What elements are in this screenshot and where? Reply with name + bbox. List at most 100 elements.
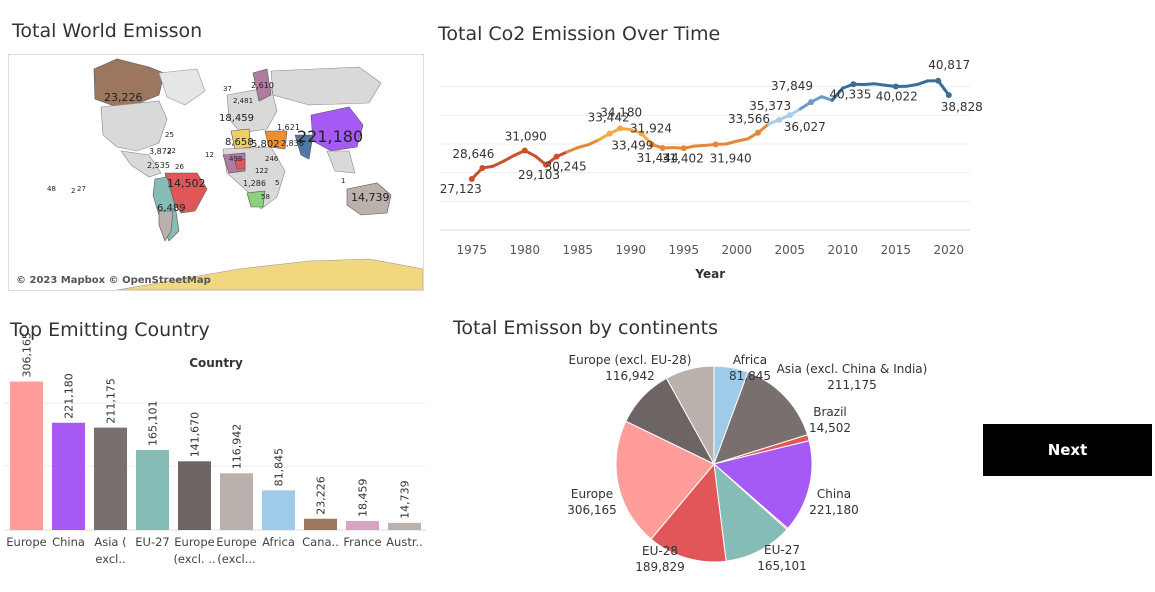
map-label: 2 <box>71 187 76 195</box>
map-region-canada <box>93 58 165 108</box>
map-label: 12 <box>205 151 214 159</box>
map-label: 122 <box>255 167 269 175</box>
bar-category-label: Africa <box>262 535 295 549</box>
bar-value-label: 306,165 <box>21 332 34 378</box>
pie-slice-label: EU-28 <box>642 544 678 558</box>
map-label: 221,180 <box>297 127 364 146</box>
line-data-label: 40,817 <box>928 58 970 72</box>
line-segment <box>862 82 877 87</box>
map-label: 2,836 <box>281 139 304 148</box>
bar-category-label: (excl... <box>217 552 255 566</box>
line-segment <box>915 79 930 87</box>
map-label: 22 <box>167 147 176 155</box>
map-region-australia <box>346 182 392 216</box>
line-data-label: 33,566 <box>728 112 770 126</box>
data-point <box>479 165 486 172</box>
pie-slice-label: Europe (excl. EU-28) <box>569 353 692 367</box>
bar-value-label: 81,845 <box>273 448 286 487</box>
line-data-label: 37,849 <box>771 79 813 93</box>
bar <box>10 381 43 530</box>
line-data-label: 40,022 <box>876 90 918 104</box>
data-point <box>659 144 666 151</box>
bar <box>346 521 379 530</box>
map-region-antarctica <box>116 258 423 290</box>
map-label: 14,739 <box>351 191 390 204</box>
bar-chart: Country 306,165 Europe 221,180 China 211,175 A… <box>4 332 426 566</box>
map-region-france <box>230 128 252 150</box>
map-label: 6,489 <box>157 203 186 214</box>
bar <box>388 522 421 530</box>
line-data-label: 34,180 <box>600 105 642 119</box>
map-label: 48 <box>47 185 56 193</box>
next-button[interactable]: Next <box>983 424 1152 476</box>
map-label: 27 <box>77 185 86 193</box>
map-label: 2,610 <box>251 81 274 90</box>
pie-slice-value: 189,829 <box>635 560 685 574</box>
bar-axis-title: Country <box>189 356 243 370</box>
pie-slice-value: 306,165 <box>567 503 617 517</box>
line-data-label: 31,924 <box>630 122 672 136</box>
bar-category-label: Europe <box>174 535 214 549</box>
map-label: 18,459 <box>219 113 254 124</box>
bar-category-label: excl.. <box>95 552 125 566</box>
x-tick-label: 1995 <box>669 243 700 257</box>
map-region-scandinavia <box>252 68 272 102</box>
bar-value-label: 23,226 <box>315 476 328 515</box>
bar-category-label: Europe <box>6 535 46 549</box>
x-tick-label: 1985 <box>563 243 594 257</box>
pie-slice-value: 14,502 <box>809 421 851 435</box>
line-data-label: 35,373 <box>749 99 791 113</box>
line-segment <box>904 83 919 88</box>
pie-slice <box>713 462 788 562</box>
bar-value-label: 18,459 <box>357 479 370 518</box>
map-label: 2,481 <box>233 97 254 105</box>
bar-value-label: 116,942 <box>231 424 244 470</box>
map-label: 1,621 <box>277 123 300 132</box>
data-point <box>680 145 687 152</box>
line-data-label: 30,245 <box>545 160 587 174</box>
pie-slice-value: 211,175 <box>827 378 877 392</box>
map-label: 498 <box>229 155 243 163</box>
map-label: 246 <box>265 155 279 163</box>
x-tick-label: 2005 <box>775 243 806 257</box>
line-segment <box>873 82 887 87</box>
map-label: 58 <box>261 193 270 201</box>
bar-category-label: Cana.. <box>302 535 339 549</box>
map-region-russia <box>270 66 382 106</box>
data-point <box>945 92 952 99</box>
line-segment <box>820 95 834 102</box>
x-axis-title: Year <box>694 267 725 281</box>
bar-category-label: EU-27 <box>135 535 169 549</box>
data-point <box>786 112 793 119</box>
map-region-nigeria <box>234 158 246 170</box>
pie-slice-label: Brazil <box>813 405 847 419</box>
data-point <box>468 175 475 182</box>
line-data-label: 40,335 <box>829 87 871 101</box>
line-data-label: 36,027 <box>784 120 826 134</box>
map-region-argentina <box>158 210 174 242</box>
bar-value-label: 141,670 <box>189 412 202 458</box>
line-data-label: 27,123 <box>440 182 482 196</box>
world-map[interactable]: 23,226 221,180 14,502 14,739 6,489 18,459 2,61… <box>8 54 424 291</box>
map-label: 2,535 <box>147 161 170 170</box>
bar-value-label: 165,101 <box>147 400 160 446</box>
bar <box>262 490 295 530</box>
line-data-label: 38,828 <box>941 100 983 114</box>
bar <box>136 449 169 530</box>
bar-chart-title: Top Emitting Country <box>10 319 210 341</box>
map-region-south-africa <box>246 190 266 208</box>
pie-slice-label: Europe <box>571 487 613 501</box>
pie-slice <box>665 365 715 466</box>
x-tick-label: 2020 <box>934 243 965 257</box>
bar-category-label: China <box>52 535 85 549</box>
map-region-china <box>310 106 364 152</box>
line-segment <box>502 153 516 163</box>
map-region-middle-east <box>264 130 288 150</box>
bar <box>52 422 85 530</box>
map-attribution[interactable]: © 2023 Mapbox © OpenStreetMap <box>16 275 211 286</box>
line-segment <box>576 143 590 150</box>
bar-category-label: France <box>343 535 381 549</box>
map-region-greenland <box>158 68 206 106</box>
pie-slice <box>713 371 809 465</box>
map-label: 23,226 <box>104 91 143 104</box>
